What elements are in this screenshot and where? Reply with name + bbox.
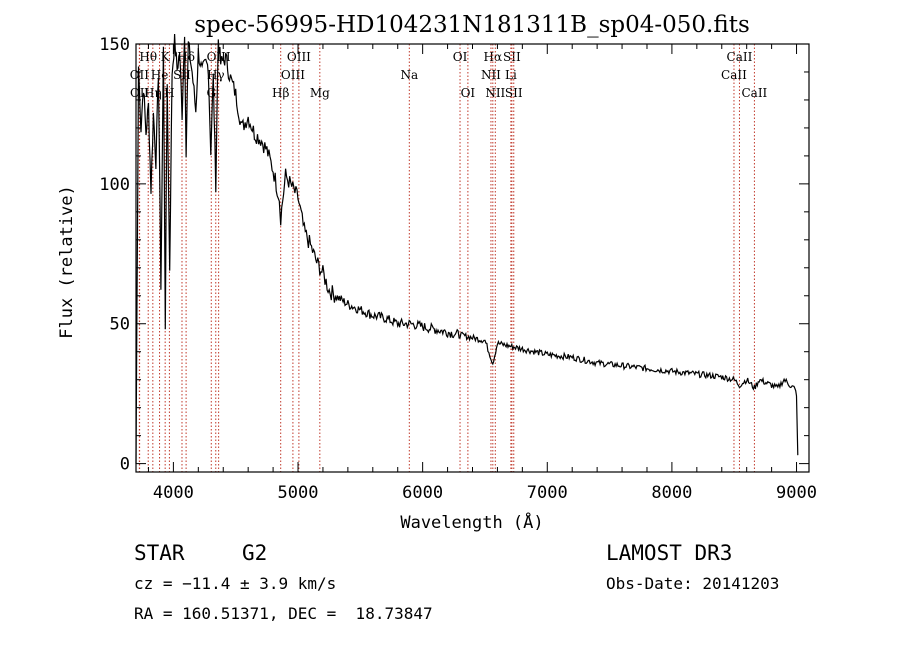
spectral-line-label: He [151, 68, 169, 82]
x-tick-label: 4000 [153, 483, 194, 503]
spectral-line-label: Li [505, 68, 517, 82]
spectral-line-label: K [161, 50, 171, 64]
spectral-line-label: OII [130, 68, 150, 82]
spectral-line-label: NII [485, 86, 505, 100]
spectral-line-label: CaII [727, 50, 753, 64]
spectral-line-label: H [164, 86, 174, 100]
obs-date-text: Obs-Date: 20141203 [606, 574, 779, 593]
spectral-line-label: Hβ [272, 86, 289, 100]
y-tick-label: 50 [110, 315, 130, 335]
spectral-line-label: Hγ [207, 68, 225, 82]
x-tick-label: 5000 [278, 483, 319, 503]
redshift-text: cz = −11.4 ± 3.9 km/s [134, 574, 336, 593]
plot-frame [135, 43, 810, 473]
y-tick-label: 0 [120, 455, 130, 475]
spectral-line-label: NII [481, 68, 501, 82]
x-tick-label: 9000 [776, 483, 817, 503]
coordinates-text: RA = 160.51371, DEC = 18.73847 [134, 604, 433, 623]
object-class: STAR [134, 541, 185, 565]
spectral-line-label: OIII [287, 50, 311, 64]
x-tick-label: 6000 [402, 483, 443, 503]
y-tick-label: 100 [99, 175, 130, 195]
spectral-line-label: OI [461, 86, 476, 100]
x-tick-label: 8000 [651, 483, 692, 503]
y-axis-label: Flux (relative) [57, 185, 77, 339]
spectrum-series-line [135, 33, 799, 464]
spectral-line-label: Hθ [139, 50, 157, 64]
spectral-line-label: SII [173, 68, 191, 82]
x-tick-label: 7000 [527, 483, 568, 503]
spectral-line-label: Mg [310, 86, 330, 100]
spectral-line-label: CaII [721, 68, 747, 82]
y-tick-label: 150 [99, 35, 130, 55]
chart-title: spec-56995-HD104231N181311B_sp04-050.fit… [194, 12, 750, 38]
spectral-line-label: SII [505, 86, 523, 100]
spectral-line-label: CaII [741, 86, 767, 100]
object-subclass: G2 [242, 541, 267, 565]
survey-name: LAMOST DR3 [606, 541, 732, 565]
spectral-line-label: Hα [484, 50, 503, 64]
spectral-line-label: Na [400, 68, 418, 82]
spectral-line-label: SII [503, 50, 521, 64]
spectral-line-label: OIII [281, 68, 305, 82]
spectral-line-label: G [206, 86, 216, 100]
x-axis-label: Wavelength (Å) [400, 511, 543, 533]
spectral-line-label: OI [453, 50, 468, 64]
